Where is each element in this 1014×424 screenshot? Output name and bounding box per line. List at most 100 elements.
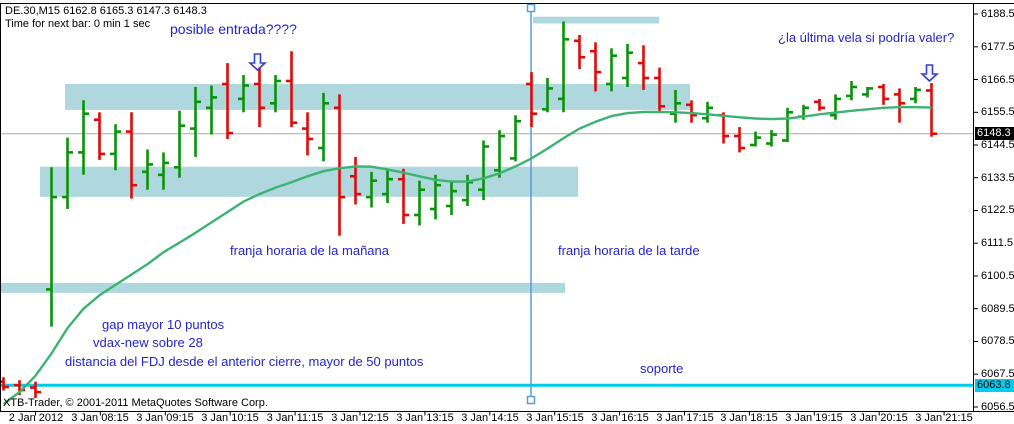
ohlc-bar (622, 43, 633, 87)
ohlc-bar (558, 21, 569, 113)
time-axis-label: 3 Jan 13:15 (396, 412, 454, 424)
note-gap[interactable]: gap mayor 10 puntos (102, 317, 225, 332)
ohlc-bar (398, 168, 409, 224)
ohlc-bar (190, 87, 201, 157)
note-distancia[interactable]: distancia del FDJ desde el anterior cier… (65, 354, 424, 369)
ohlc-bar (606, 48, 617, 92)
down-arrow-posible-entrada[interactable] (247, 53, 268, 72)
ohlc-bar (782, 107, 793, 142)
ohlc-bar (494, 130, 505, 178)
time-axis-label: 3 Jan 17:15 (656, 412, 714, 424)
time-axis-label: 2 Jan 2012 (8, 412, 64, 424)
ohlc-bar (94, 112, 105, 160)
support-price-label: 6063.8 (975, 379, 1014, 392)
price-axis-label: 6155.5 (981, 106, 1014, 118)
line-selection-handle[interactable] (526, 3, 536, 13)
ohlc-bar (174, 110, 185, 178)
ohlc-bar (814, 98, 825, 111)
ohlc-bar (414, 180, 425, 226)
ohlc-bar (830, 94, 841, 120)
time-axis-label: 3 Jan 11:15 (266, 412, 324, 424)
price-axis-label: 6188.5 (981, 8, 1014, 20)
price-axis-label: 6166.5 (981, 74, 1014, 86)
ohlc-bar (478, 140, 489, 201)
ohlc-bar (638, 45, 649, 90)
price-axis-label: 6056.5 (981, 401, 1014, 413)
ohlc-bar (30, 381, 41, 398)
ohlc-bar (846, 81, 857, 101)
time-axis-label: 3 Jan 20:15 (850, 412, 908, 424)
ohlc-bar (382, 170, 393, 204)
time-axis-label: 3 Jan 19:15 (785, 412, 843, 424)
ohlc-bar (350, 156, 361, 205)
zone-lower-range[interactable] (40, 166, 578, 197)
ohlc-bar (734, 127, 745, 153)
price-axis-label: 6089.5 (981, 303, 1014, 315)
ohlc-bar (894, 88, 905, 123)
price-axis-label: 6122.5 (981, 204, 1014, 216)
note-franja-manana[interactable]: franja horaria de la mañana (230, 243, 389, 258)
ohlc-bar (510, 115, 521, 162)
note-franja-tarde[interactable]: franja horaria de la tarde (558, 243, 700, 258)
price-axis-label: 6133.5 (981, 172, 1014, 184)
time-axis-label: 3 Jan 08:15 (71, 412, 129, 424)
symbol-ohlc-header: DE.30,M15 6162.8 6165.3 6147.3 6148.3 (5, 5, 207, 17)
note-posible-entrada[interactable]: posible entrada???? (170, 21, 297, 37)
time-axis-label: 3 Jan 14:15 (461, 412, 519, 424)
price-axis-label: 6111.5 (981, 237, 1014, 249)
price-axis-label: 6144.5 (981, 139, 1014, 151)
ohlc-bar (206, 85, 217, 135)
ohlc-bar (574, 34, 585, 70)
zone-gap-area[interactable] (0, 282, 565, 293)
moving-average-line[interactable] (2, 105, 932, 405)
ohlc-bar (270, 75, 281, 113)
note-soporte[interactable]: soporte (640, 361, 684, 376)
ohlc-bar (254, 67, 265, 128)
time-axis-label: 3 Jan 16:15 (591, 412, 649, 424)
time-axis-label: 3 Jan 10:15 (201, 412, 259, 424)
down-arrow-ultima-vela[interactable] (919, 64, 940, 83)
price-axis-label: 6100.5 (981, 270, 1014, 282)
ohlc-bar (126, 112, 137, 199)
ohlc-bar (286, 51, 297, 128)
note-vdax[interactable]: vdax-new sobre 28 (93, 335, 203, 350)
ohlc-bar (430, 174, 441, 220)
ohlc-bar (766, 130, 777, 147)
note-ultima-vela[interactable]: ¿la última vela si podría valer? (778, 30, 955, 45)
ohlc-bar (446, 182, 457, 215)
ohlc-bar (158, 152, 169, 190)
ohlc-bar (62, 137, 73, 209)
ohlc-bar (78, 100, 89, 175)
zone-top-resistance[interactable] (533, 16, 659, 24)
ohlc-bar (334, 94, 345, 236)
ohlc-bar (702, 101, 713, 123)
ohlc-bar (910, 87, 921, 104)
current-price-label: 6148.3 (975, 127, 1014, 140)
ohlc-bar (926, 83, 937, 137)
ohlc-bar (142, 149, 153, 190)
time-axis-label: 3 Jan 18:15 (720, 412, 778, 424)
ohlc-bar (878, 84, 889, 105)
time-axis-label: 3 Jan 09:15 (136, 412, 194, 424)
ohlc-bar (222, 63, 233, 139)
ohlc-bar (238, 75, 249, 113)
next-bar-countdown: Time for next bar: 0 min 1 sec (5, 18, 151, 30)
line-selection-handle[interactable] (526, 395, 536, 405)
time-axis-label: 3 Jan 12:15 (331, 412, 389, 424)
ohlc-bar (750, 131, 761, 147)
zone-upper-range[interactable] (65, 84, 690, 110)
price-axis-label: 6078.5 (981, 335, 1014, 347)
time-axis-label: 3 Jan 15:15 (526, 412, 584, 424)
ohlc-bar (686, 100, 697, 123)
ohlc-bar (670, 89, 681, 123)
ohlc-bar (526, 72, 537, 128)
ohlc-bar (318, 92, 329, 162)
ohlc-bar (654, 67, 665, 113)
ohlc-bar (590, 42, 601, 92)
price-axis-label: 6177.5 (981, 41, 1014, 53)
ohlc-bar (302, 112, 313, 156)
chart-frame (0, 3, 1014, 412)
ohlc-bar (46, 167, 57, 327)
